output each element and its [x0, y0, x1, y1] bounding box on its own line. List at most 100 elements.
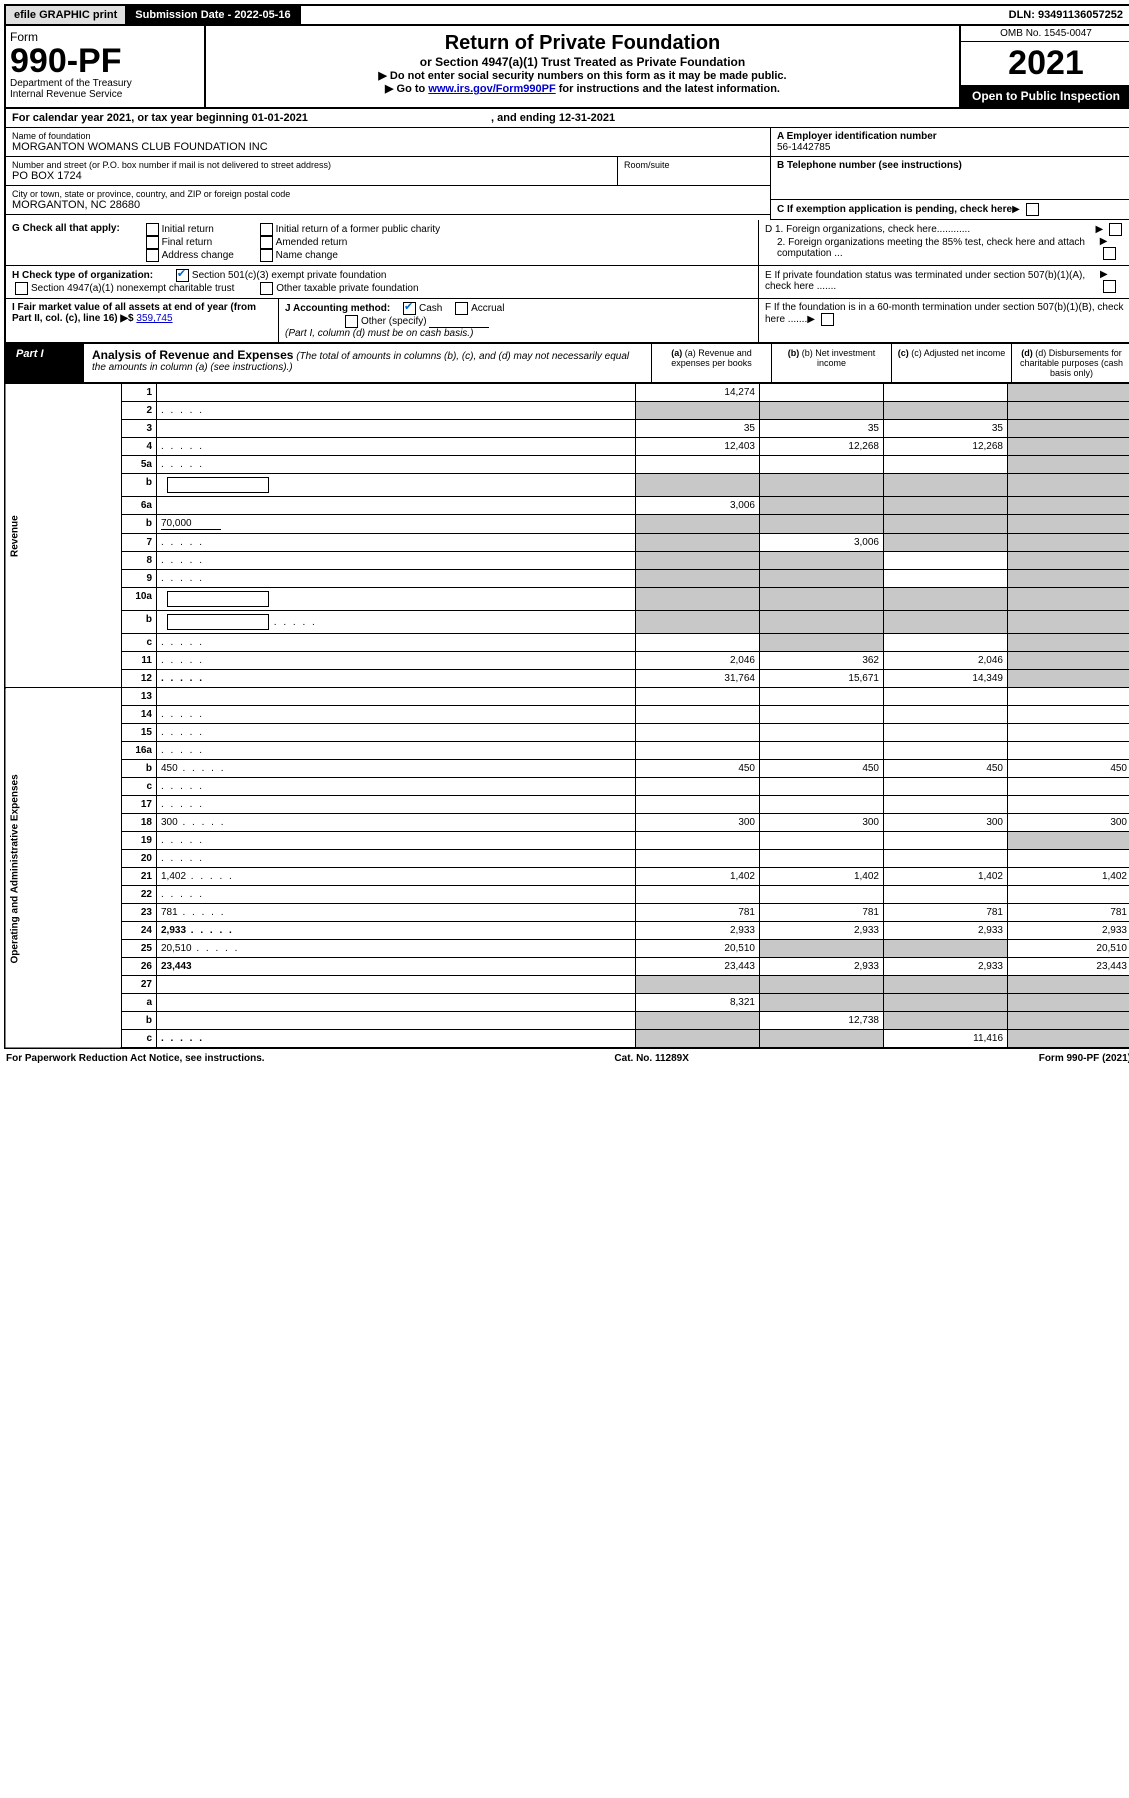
line-description: [157, 534, 636, 552]
col-d-value: [1008, 850, 1129, 868]
col-c-value: [884, 742, 1008, 760]
col-a-value: [636, 850, 760, 868]
name-label: Name of foundation: [12, 131, 764, 141]
item-e: E If private foundation status was termi…: [765, 270, 1100, 292]
col-a-value: 35: [636, 420, 760, 438]
col-a-value: 8,321: [636, 994, 760, 1012]
instruction-2: ▶ Go to www.irs.gov/Form990PF for instru…: [212, 82, 953, 95]
chk-other-method[interactable]: [345, 315, 358, 328]
col-d-value: 450: [1008, 760, 1129, 778]
col-d-header: (d) (d) Disbursements for charitable pur…: [1011, 344, 1129, 382]
col-a-value: [636, 1012, 760, 1030]
col-b-value: [760, 474, 884, 497]
col-b-value: [760, 886, 884, 904]
col-c-value: 2,933: [884, 958, 1008, 976]
line-description: [157, 588, 636, 611]
col-d-value: [1008, 994, 1129, 1012]
line-number: 8: [122, 552, 157, 570]
line-description: [157, 420, 636, 438]
line-number: 6a: [122, 497, 157, 515]
checkbox-d2[interactable]: [1103, 247, 1116, 260]
line-number: 9: [122, 570, 157, 588]
chk-4947[interactable]: [15, 282, 28, 295]
col-b-value: [760, 976, 884, 994]
line-number: 17: [122, 796, 157, 814]
chk-initial-former[interactable]: [260, 223, 273, 236]
col-c-value: [884, 634, 1008, 652]
line-number: b: [122, 760, 157, 778]
col-d-value: [1008, 611, 1129, 634]
col-d-value: [1008, 456, 1129, 474]
line-description: 2,933: [157, 922, 636, 940]
line-number: 5a: [122, 456, 157, 474]
line-description: 1,402: [157, 868, 636, 886]
checkbox-d1[interactable]: [1109, 223, 1122, 236]
chk-501c3[interactable]: [176, 269, 189, 282]
checkbox-c[interactable]: [1026, 203, 1039, 216]
col-a-value: 12,403: [636, 438, 760, 456]
col-c-value: [884, 1012, 1008, 1030]
line-description: [157, 796, 636, 814]
line-description: [157, 670, 636, 688]
line-number: 20: [122, 850, 157, 868]
col-d-value: [1008, 474, 1129, 497]
col-b-value: [760, 688, 884, 706]
col-c-value: [884, 688, 1008, 706]
col-d-value: [1008, 688, 1129, 706]
line-description: [157, 384, 636, 402]
checkbox-f[interactable]: [821, 313, 834, 326]
col-a-value: 3,006: [636, 497, 760, 515]
instructions-link[interactable]: www.irs.gov/Form990PF: [428, 83, 555, 95]
form-title: Return of Private Foundation: [212, 32, 953, 55]
col-c-value: [884, 724, 1008, 742]
city-state-zip: MORGANTON, NC 28680: [12, 199, 764, 211]
col-c-value: [884, 832, 1008, 850]
checkbox-e[interactable]: [1103, 280, 1116, 293]
col-d-value: [1008, 796, 1129, 814]
line-description: 781: [157, 904, 636, 922]
col-c-value: [884, 706, 1008, 724]
dept-label: Department of the Treasury Internal Reve…: [10, 78, 200, 100]
chk-amended[interactable]: [260, 236, 273, 249]
col-b-value: [760, 611, 884, 634]
chk-final-return[interactable]: [146, 236, 159, 249]
col-b-value: 15,671: [760, 670, 884, 688]
chk-initial-return[interactable]: [146, 223, 159, 236]
col-d-value: [1008, 384, 1129, 402]
line-description: [157, 611, 636, 634]
col-b-value: 300: [760, 814, 884, 832]
col-a-value: [636, 778, 760, 796]
line-number: 3: [122, 420, 157, 438]
chk-cash[interactable]: [403, 302, 416, 315]
fmv-value[interactable]: 359,745: [136, 313, 172, 324]
phone-label: B Telephone number (see instructions): [777, 160, 1125, 171]
col-b-value: 12,268: [760, 438, 884, 456]
col-a-value: 781: [636, 904, 760, 922]
col-c-value: [884, 850, 1008, 868]
col-b-value: 12,738: [760, 1012, 884, 1030]
line-description: 450: [157, 760, 636, 778]
col-a-value: [636, 515, 760, 534]
col-c-value: 450: [884, 760, 1008, 778]
col-b-value: [760, 634, 884, 652]
col-d-value: [1008, 402, 1129, 420]
col-d-value: [1008, 634, 1129, 652]
chk-accrual[interactable]: [455, 302, 468, 315]
col-c-value: 35: [884, 420, 1008, 438]
col-a-value: [636, 456, 760, 474]
col-b-value: [760, 456, 884, 474]
col-a-value: [636, 724, 760, 742]
col-a-value: 23,443: [636, 958, 760, 976]
col-a-value: 14,274: [636, 384, 760, 402]
line-description: [157, 706, 636, 724]
col-b-value: [760, 742, 884, 760]
line-description: [157, 688, 636, 706]
chk-address-change[interactable]: [146, 249, 159, 262]
col-d-value: [1008, 724, 1129, 742]
line-number: 16a: [122, 742, 157, 760]
efile-button[interactable]: efile GRAPHIC print: [6, 6, 127, 24]
col-d-value: 2,933: [1008, 922, 1129, 940]
chk-other-taxable[interactable]: [260, 282, 273, 295]
line-description: [157, 497, 636, 515]
chk-name-change[interactable]: [260, 249, 273, 262]
